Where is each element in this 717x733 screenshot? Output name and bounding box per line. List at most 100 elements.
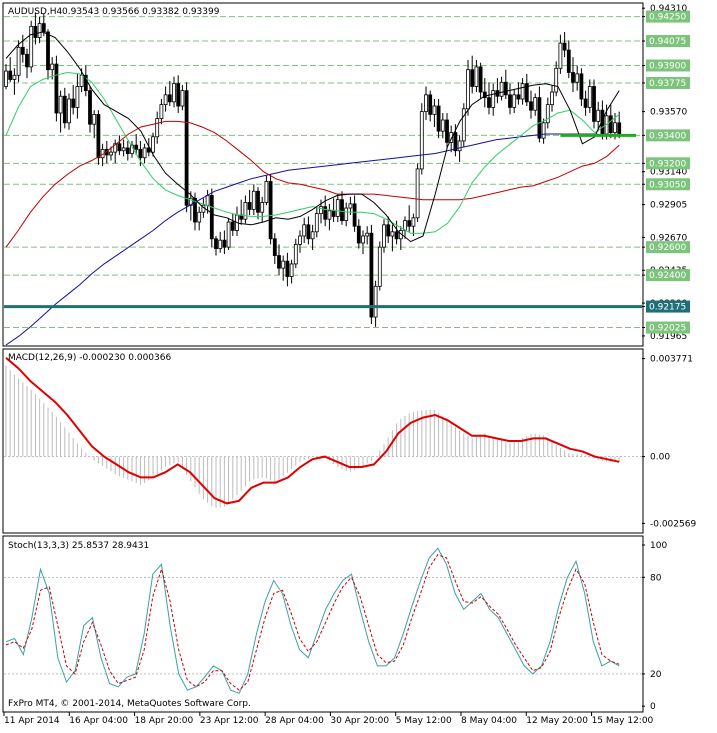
candle-body-22 <box>96 114 101 159</box>
candle-body-84 <box>356 225 361 244</box>
candle-body-33 <box>142 147 147 159</box>
ma-red-line <box>5 120 620 248</box>
candle-body-77 <box>327 210 332 220</box>
candle-body-65 <box>277 255 281 269</box>
level-label-box-1 <box>646 35 690 48</box>
candle-body-20 <box>88 90 92 125</box>
candle-body-36 <box>155 118 160 138</box>
candle-body-78 <box>331 210 336 217</box>
time-axis: 11 Apr 2014 16 Apr 04:00 18 Apr 20:00 23 Ap… <box>3 712 654 726</box>
time-tick-label-5: 30 Apr 20:00 <box>330 716 389 726</box>
candle-body-9 <box>41 23 46 33</box>
candle-body-97 <box>411 217 416 227</box>
candle-body-110 <box>466 69 470 110</box>
candle-body-81 <box>344 207 349 222</box>
footer-copyright: FxPro MT4, © 2001-2014, MetaQuotes Softw… <box>8 699 251 709</box>
candle-body-130 <box>550 91 554 106</box>
candle-body-86 <box>365 232 370 237</box>
price-tick-label-5: 0.93570 <box>650 108 687 118</box>
stoch-tick-label-2: 20 <box>650 670 662 680</box>
candle-body-27 <box>117 143 122 152</box>
level-label-box-9 <box>646 321 690 334</box>
candle-body-118 <box>499 81 504 97</box>
main-panel-frame <box>2 2 644 347</box>
candle-body-5 <box>25 53 29 68</box>
candle-body-134 <box>566 49 571 73</box>
main-header-symbol: AUDUSD,H4 <box>8 7 63 17</box>
candle-body-37 <box>159 104 164 119</box>
candle-body-114 <box>482 91 487 99</box>
level-label-box-3 <box>646 76 690 89</box>
level-label-box-8 <box>646 269 690 282</box>
price-levels <box>4 133 642 309</box>
candle-body-54 <box>230 221 235 231</box>
time-tick-label-0: 11 Apr 2014 <box>4 716 60 726</box>
candle-body-38 <box>163 94 168 106</box>
stoch-tick-label-1: 80 <box>650 573 662 583</box>
candle-body-8 <box>37 23 42 38</box>
level-label-6: 0.93050 <box>649 180 686 190</box>
candle-body-72 <box>306 224 311 240</box>
candle-body-35 <box>151 136 155 153</box>
candle-body-10 <box>46 31 50 71</box>
level-label-box-2 <box>646 59 690 72</box>
candle-body-101 <box>428 94 433 115</box>
candle-body-88 <box>373 285 378 318</box>
time-tick-label-4: 28 Apr 04:00 <box>265 716 324 726</box>
level-label-4: 0.93400 <box>649 131 686 141</box>
ma-black-line <box>5 31 620 243</box>
candle-body-49 <box>209 195 214 240</box>
candle-body-99 <box>419 111 424 170</box>
candle-body-18 <box>79 74 84 87</box>
moving-averages <box>5 31 620 346</box>
macd-tick-label-2: -0.002569 <box>650 519 696 529</box>
candle-body-75 <box>319 206 323 215</box>
candle-body-50 <box>214 238 218 249</box>
candle-body-139 <box>587 86 592 108</box>
candle-body-26 <box>113 143 118 153</box>
candle-body-82 <box>348 203 353 209</box>
candle-body-109 <box>461 108 466 142</box>
candle-body-123 <box>520 83 525 100</box>
main-header-ohlc: 0.93543 0.93566 0.93382 0.93399 <box>62 7 220 17</box>
candle-body-128 <box>541 122 546 139</box>
candle-body-76 <box>323 206 328 220</box>
time-tick-label-8: 12 May 20:00 <box>526 716 588 726</box>
level-label-7: 0.92600 <box>649 243 686 253</box>
candle-body-3 <box>16 46 21 76</box>
candle-body-119 <box>503 81 508 96</box>
price-tick-label-11: 0.92670 <box>650 233 687 243</box>
level-label-1: 0.94075 <box>649 37 686 47</box>
candle-body-60 <box>256 190 260 213</box>
candle-body-70 <box>298 235 302 245</box>
candle-body-12 <box>54 63 59 114</box>
macd-signal-line <box>5 357 620 505</box>
macd-panel-frame <box>2 348 644 534</box>
level-label-box-6 <box>646 178 690 191</box>
candle-body-40 <box>172 83 176 103</box>
candle-body-138 <box>583 98 588 108</box>
level-label-3: 0.93775 <box>649 79 686 89</box>
candle-body-98 <box>415 168 420 219</box>
ma-green-line <box>5 71 620 234</box>
price-tick-label-0: 0.94310 <box>650 4 687 14</box>
candle-body-83 <box>352 203 357 227</box>
candle-body-122 <box>516 94 521 100</box>
time-tick-label-1: 16 Apr 04:00 <box>69 716 128 726</box>
level-label-box-0 <box>646 10 690 23</box>
candle-body-103 <box>436 105 441 132</box>
candle-body-73 <box>310 231 315 240</box>
candle-body-13 <box>58 95 63 114</box>
price-tick-label-10: 0.92905 <box>650 201 687 211</box>
candle-body-43 <box>184 90 189 206</box>
macd-indicator: 0.003771 0.00 -0.002569 <box>4 355 696 529</box>
candle-body-21 <box>92 114 97 125</box>
candle-body-64 <box>272 238 277 256</box>
candle-body-127 <box>537 97 542 139</box>
candle-body-146 <box>617 122 622 136</box>
level-label-2: 0.93900 <box>649 61 686 71</box>
candle-body-11 <box>50 63 55 71</box>
candle-body-19 <box>83 74 88 92</box>
